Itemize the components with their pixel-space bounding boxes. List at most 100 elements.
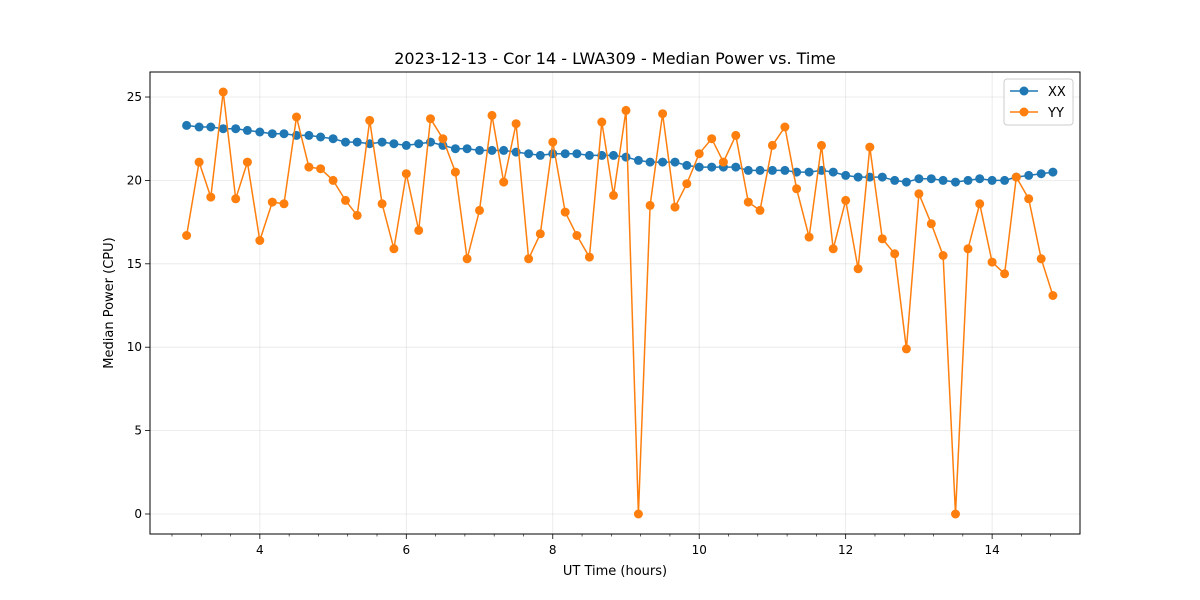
data-point-xx [352,137,362,147]
data-point-xx [914,174,924,184]
data-point-xx [1000,175,1010,185]
data-point-yy [743,197,753,207]
data-point-yy [438,134,448,144]
data-point-xx [487,145,497,155]
y-tick-label: 20 [127,173,142,187]
data-point-yy [963,244,973,254]
data-point-yy [755,205,765,215]
data-point-xx [279,129,289,139]
data-point-yy [694,149,704,159]
data-point-yy [218,87,228,97]
y-axis-label: Median Power (CPU) [102,237,117,368]
data-point-yy [1024,194,1034,204]
y-tick-label: 5 [134,424,142,438]
y-tick-label: 0 [134,507,142,521]
x-tick-label: 10 [692,543,707,557]
data-point-yy [450,167,460,177]
x-tick-label: 14 [984,543,999,557]
plot-area-frame [149,71,1081,535]
data-point-yy [718,157,728,167]
data-point-yy [487,110,497,120]
x-tick-label: 8 [549,543,557,557]
data-point-xx [499,145,509,155]
data-point-xx [255,127,265,137]
data-point-yy [853,264,863,274]
x-axis-ticks: 4 6 8 10 12 14 [171,534,1052,557]
data-point-yy [597,117,607,127]
data-point-xx [535,150,545,160]
data-point-yy [231,194,241,204]
data-point-xx [1036,169,1046,179]
data-point-xx [242,125,252,135]
data-point-xx [987,175,997,185]
data-point-xx [609,150,618,160]
data-point-xx [707,162,717,172]
data-point-xx [743,165,753,175]
data-point-yy [926,219,936,229]
data-point-yy [572,231,582,240]
data-point-xx [670,157,680,167]
data-point-yy [890,249,900,259]
data-point-yy [792,184,802,194]
data-point-xx [206,122,216,132]
data-point-yy [1036,254,1046,264]
data-point-yy [377,199,387,209]
x-tick-label: 6 [402,543,410,557]
x-tick-label: 4 [256,543,264,557]
data-point-xx [462,144,472,154]
data-point-xx [1048,167,1058,177]
data-point-yy [987,257,997,267]
data-point-xx [218,124,228,134]
data-point-xx [1024,170,1034,180]
data-point-xx [401,140,411,150]
data-point-yy [401,169,411,179]
data-point-yy [499,177,509,187]
data-point-xx [828,167,838,177]
data-point-xx [890,175,900,185]
data-point-xx [645,157,655,167]
data-point-yy [328,175,338,185]
data-point-xx [572,149,582,159]
data-point-yy [731,130,741,140]
data-point-yy [1048,291,1058,300]
data-point-xx [767,165,777,175]
data-point-yy [524,254,534,264]
data-point-xx [316,132,326,142]
data-point-xx [389,139,399,149]
data-point-xx [475,145,484,155]
data-point-xx [524,149,534,159]
legend-label-yy: YY [1047,106,1064,121]
data-point-yy [511,119,521,129]
data-point-xx [304,130,314,140]
data-point-xx [658,157,668,167]
data-point-yy [670,202,680,212]
data-point-yy [633,509,643,519]
data-point-yy [877,234,887,244]
data-point-yy [804,232,814,242]
data-point-xx [694,162,704,172]
series-layer [182,87,1058,519]
data-point-yy [584,252,594,262]
data-point-xx [182,120,192,130]
x-axis-label: UT Time (hours) [563,564,667,579]
data-point-yy [609,190,618,200]
x-tick-label: 12 [838,543,853,557]
data-point-yy [1011,172,1021,182]
data-point-xx [621,152,631,162]
y-axis-ticks: 0 5 10 15 20 25 [127,90,150,521]
data-point-yy [304,162,314,172]
data-point-yy [426,114,435,124]
data-point-yy [242,157,252,167]
data-point-yy [292,112,301,122]
data-point-xx [853,172,863,182]
legend-marker-xx [1019,86,1029,96]
data-point-xx [560,149,570,159]
data-point-yy [817,140,826,150]
data-point-xx [731,162,741,172]
data-point-yy [548,137,558,147]
data-point-yy [560,207,570,217]
data-point-yy [914,189,924,199]
data-point-xx [328,134,338,144]
